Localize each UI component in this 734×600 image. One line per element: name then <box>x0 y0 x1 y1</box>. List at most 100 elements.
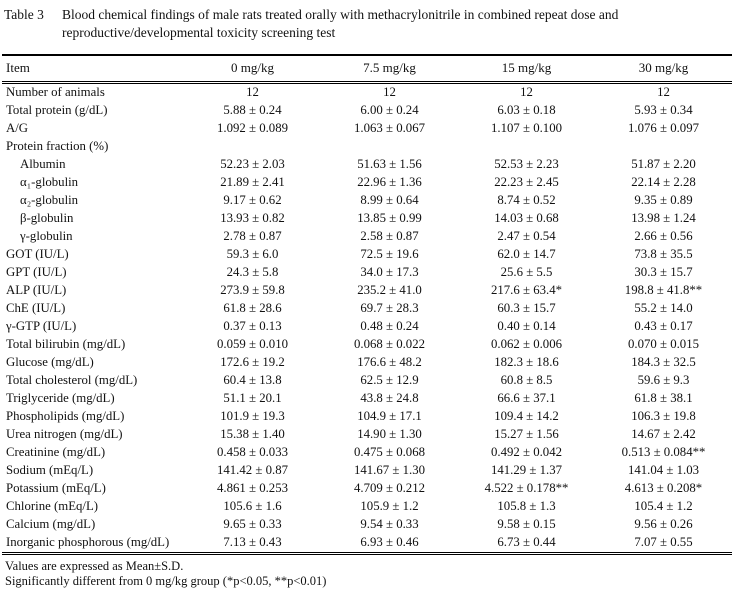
cell-value: 0.068 ± 0.022 <box>353 337 425 352</box>
row-label: β-globulin <box>20 211 74 226</box>
cell-value: 104.9 ± 17.1 <box>357 409 422 424</box>
cell-value: 13.98 ± 1.24 <box>631 211 696 226</box>
table-row: Sodium (mEq/L) 141.42 ± 0.87 141.67 ± 1.30… <box>2 462 732 480</box>
cell-value: 176.6 ± 48.2 <box>357 355 422 370</box>
cell-value: 22.23 ± 2.45 <box>494 175 559 190</box>
footnote-line: Values are expressed as Mean±S.D. <box>5 559 184 574</box>
table-header: Item 0 mg/kg 7.5 mg/kg 15 mg/kg 30 mg/kg <box>2 55 732 85</box>
table-row: Albumin 52.23 ± 2.03 51.63 ± 1.56 52.53 ± 2… <box>2 156 732 174</box>
table-row: Creatinine (mg/dL) 0.458 ± 0.033 0.475 ± 0… <box>2 444 732 462</box>
row-label: Glucose (mg/dL) <box>6 355 94 370</box>
row-label: GOT (IU/L) <box>6 247 69 262</box>
cell-value: 72.5 ± 19.6 <box>360 247 419 262</box>
cell-value: 43.8 ± 24.8 <box>360 391 419 406</box>
cell-value: 62.5 ± 12.9 <box>360 373 419 388</box>
cell-value: 0.40 ± 0.14 <box>497 319 556 334</box>
cell-value: 8.99 ± 0.64 <box>360 193 419 208</box>
cell-value <box>595 138 732 156</box>
cell-value: 14.67 ± 2.42 <box>631 427 696 442</box>
cell-value: 51.87 ± 2.20 <box>631 157 696 172</box>
row-label: Protein fraction (%) <box>6 139 109 154</box>
cell-value: 6.73 ± 0.44 <box>497 535 556 550</box>
table-row: Calcium (mg/dL) 9.65 ± 0.33 9.54 ± 0.33 9.5… <box>2 516 732 534</box>
table-row: Inorganic phosphorous (mg/dL) 7.13 ± 0.43… <box>2 534 732 554</box>
table-row: Total cholesterol (mg/dL) 60.4 ± 13.8 62.5… <box>2 372 732 390</box>
cell-value: 6.00 ± 0.24 <box>360 103 419 118</box>
table-row: β-globulin 13.93 ± 0.82 13.85 ± 0.99 14.03 … <box>2 210 732 228</box>
cell-value: 141.04 ± 1.03 <box>627 463 699 478</box>
cell-value: 69.7 ± 28.3 <box>360 301 419 316</box>
cell-value: 4.709 ± 0.212 <box>353 481 425 496</box>
cell-value: 13.93 ± 0.82 <box>220 211 285 226</box>
cell-value: 101.9 ± 19.3 <box>220 409 285 424</box>
cell-value: 105.4 ± 1.2 <box>634 499 693 514</box>
cell-value: 0.458 ± 0.033 <box>216 445 288 460</box>
table-row: Chlorine (mEq/L) 105.6 ± 1.6 105.9 ± 1.2 10… <box>2 498 732 516</box>
table-row: Phospholipids (mg/dL) 101.9 ± 19.3 104.9 ±… <box>2 408 732 426</box>
cell-value: 0.475 ± 0.068 <box>353 445 425 460</box>
row-label: Potassium (mEq/L) <box>6 481 106 496</box>
cell-value: 2.66 ± 0.56 <box>634 229 693 244</box>
cell-value: 60.4 ± 13.8 <box>223 373 282 388</box>
row-label: Sodium (mEq/L) <box>6 463 94 478</box>
cell-value: 2.58 ± 0.87 <box>360 229 419 244</box>
column-header-dose-7-5: 7.5 mg/kg <box>321 55 458 85</box>
cell-value: 59.6 ± 9.3 <box>637 373 690 388</box>
cell-value: 61.8 ± 38.1 <box>634 391 693 406</box>
cell-value <box>458 138 595 156</box>
cell-value: 21.89 ± 2.41 <box>220 175 285 190</box>
table-row: Protein fraction (%) <box>2 138 732 156</box>
cell-value: 55.2 ± 14.0 <box>634 301 693 316</box>
table-row: Glucose (mg/dL) 172.6 ± 19.2 176.6 ± 48.2 1… <box>2 354 732 372</box>
cell-value: 22.96 ± 1.36 <box>357 175 422 190</box>
header-row: Item 0 mg/kg 7.5 mg/kg 15 mg/kg 30 mg/kg <box>2 55 732 85</box>
cell-value: 105.9 ± 1.2 <box>360 499 419 514</box>
row-label: ChE (IU/L) <box>6 301 66 316</box>
cell-value: 172.6 ± 19.2 <box>220 355 285 370</box>
table-row: GOT (IU/L) 59.3 ± 6.0 72.5 ± 19.6 62.0 ± 14… <box>2 246 732 264</box>
cell-value: 60.8 ± 8.5 <box>500 373 553 388</box>
cell-value: 52.23 ± 2.03 <box>220 157 285 172</box>
cell-value: 15.38 ± 1.40 <box>220 427 285 442</box>
cell-value: 1.076 ± 0.097 <box>627 121 699 136</box>
cell-value: 0.062 ± 0.006 <box>490 337 562 352</box>
cell-value: 4.613 ± 0.208* <box>624 481 703 496</box>
cell-value: 2.47 ± 0.54 <box>497 229 556 244</box>
cell-value: 12 <box>657 85 670 100</box>
cell-value <box>184 138 321 156</box>
cell-value: 13.85 ± 0.99 <box>357 211 422 226</box>
table-row: Potassium (mEq/L) 4.861 ± 0.253 4.709 ± 0.… <box>2 480 732 498</box>
table-body: Number of animals 12 12 12 12 Total protein (… <box>2 83 732 554</box>
footnotes: Values are expressed as Mean±S.D. Signif… <box>2 559 732 590</box>
column-header-item: Item <box>2 55 184 85</box>
column-header-dose-15: 15 mg/kg <box>458 55 595 85</box>
cell-value: 59.3 ± 6.0 <box>226 247 279 262</box>
cell-value: 15.27 ± 1.56 <box>494 427 559 442</box>
row-label: ALP (IU/L) <box>6 283 67 298</box>
table-row: Total bilirubin (mg/dL) 0.059 ± 0.010 0.06… <box>2 336 732 354</box>
cell-value: 1.107 ± 0.100 <box>490 121 562 136</box>
row-label: γ-globulin <box>20 229 73 244</box>
row-label: Total cholesterol (mg/dL) <box>6 373 138 388</box>
cell-value: 1.063 ± 0.067 <box>353 121 425 136</box>
table-row: γ-globulin 2.78 ± 0.87 2.58 ± 0.87 2.47 ± 0… <box>2 228 732 246</box>
cell-value: 217.6 ± 63.4* <box>490 283 562 298</box>
cell-value: 30.3 ± 15.7 <box>634 265 693 280</box>
cell-value: 0.070 ± 0.015 <box>627 337 699 352</box>
row-label: Creatinine (mg/dL) <box>6 445 106 460</box>
table-row: ChE (IU/L) 61.8 ± 28.6 69.7 ± 28.3 60.3 ± 1… <box>2 300 732 318</box>
cell-value: 52.53 ± 2.23 <box>494 157 559 172</box>
cell-value: 9.56 ± 0.26 <box>634 517 693 532</box>
cell-value: 105.8 ± 1.3 <box>497 499 556 514</box>
cell-value: 184.3 ± 32.5 <box>631 355 696 370</box>
column-header-dose-0: 0 mg/kg <box>184 55 321 85</box>
cell-value: 61.8 ± 28.6 <box>223 301 282 316</box>
cell-value: 0.492 ± 0.042 <box>490 445 562 460</box>
blood-chemistry-table: Item 0 mg/kg 7.5 mg/kg 15 mg/kg 30 mg/kg… <box>2 54 732 556</box>
row-label: γ-GTP (IU/L) <box>6 319 77 334</box>
row-label: α₁-globulin <box>20 175 79 190</box>
row-label: A/G <box>6 121 29 136</box>
cell-value: 12 <box>246 85 259 100</box>
table-row: Total protein (g/dL) 5.88 ± 0.24 6.00 ± 0.… <box>2 102 732 120</box>
